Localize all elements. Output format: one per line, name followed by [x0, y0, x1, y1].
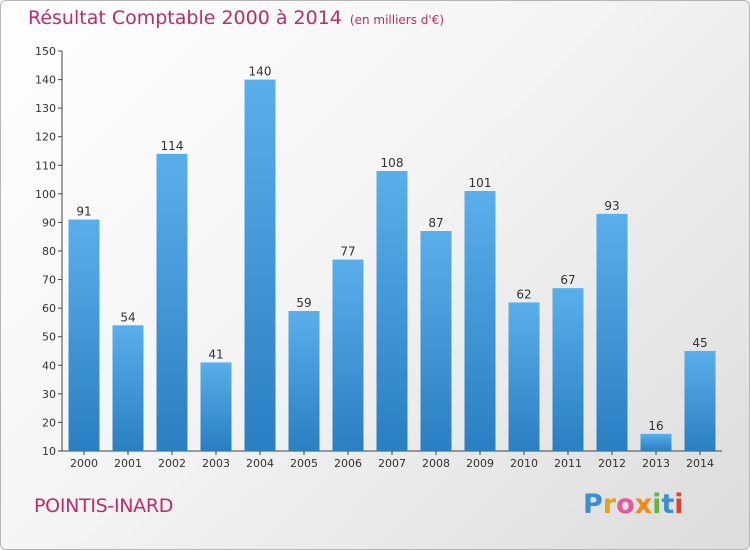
x-tick-label: 2002	[158, 457, 186, 470]
value-label: 93	[604, 199, 619, 213]
value-label: 87	[428, 216, 443, 230]
x-tick-label: 2009	[466, 457, 494, 470]
value-label: 41	[208, 347, 223, 361]
logo-letter: t	[661, 489, 675, 520]
chart-subtitle: (en milliers d'€)	[349, 13, 445, 27]
y-tick-label: 50	[42, 331, 56, 344]
value-label: 91	[76, 205, 91, 219]
bar	[68, 219, 100, 451]
y-tick-label: 70	[42, 274, 56, 287]
y-tick-label: 140	[35, 74, 56, 87]
bar	[156, 153, 188, 451]
x-tick-label: 2013	[642, 457, 670, 470]
bar	[420, 231, 452, 451]
x-tick-label: 2005	[290, 457, 318, 470]
x-tick-label: 2000	[70, 457, 98, 470]
bar	[552, 288, 584, 451]
y-tick-label: 100	[35, 188, 56, 201]
x-tick-label: 2011	[554, 457, 582, 470]
value-label: 67	[560, 273, 575, 287]
y-tick-label: 80	[42, 245, 56, 258]
bar	[640, 433, 672, 451]
value-label: 114	[161, 139, 184, 153]
y-tick-label: 120	[35, 131, 56, 144]
value-label: 62	[516, 287, 531, 301]
y-tick-label: 60	[42, 302, 56, 315]
bar	[376, 171, 408, 451]
bar	[288, 311, 320, 451]
value-label: 77	[340, 245, 355, 259]
bar	[684, 351, 716, 451]
bar	[596, 213, 628, 451]
y-tick-label: 40	[42, 359, 56, 372]
value-label: 54	[120, 310, 135, 324]
bar-layer	[68, 79, 716, 452]
x-tick-label: 2008	[422, 457, 450, 470]
x-tick-label: 2010	[510, 457, 538, 470]
x-tick-label: 2014	[686, 457, 714, 470]
value-label: 59	[296, 296, 311, 310]
x-tick-label: 2001	[114, 457, 142, 470]
value-label: 101	[469, 176, 492, 190]
label-layer: 91 54 114 41 140 59 77 108 87 101 62 67 93 16 45	[76, 65, 707, 433]
y-tick-label: 10	[42, 445, 56, 458]
value-label: 16	[648, 419, 663, 433]
proxiti-logo[interactable]: Proxiti	[583, 489, 684, 520]
value-label: 45	[692, 336, 707, 350]
x-tick-label: 2003	[202, 457, 230, 470]
y-tick-label: 110	[35, 159, 56, 172]
logo-letter: o	[616, 489, 635, 520]
logo-letter: P	[583, 489, 603, 520]
value-label: 108	[381, 156, 404, 170]
y-tick-label: 150	[35, 45, 56, 58]
y-tick-label: 130	[35, 102, 56, 115]
commune-name: POINTIS-INARD	[34, 495, 174, 517]
chart-title: Résultat Comptable 2000 à 2014	[28, 7, 342, 29]
bar	[508, 302, 540, 451]
logo-letter: i	[674, 489, 684, 520]
bar	[464, 191, 496, 451]
x-tick-label: 2012	[598, 457, 626, 470]
x-tick-label: 2007	[378, 457, 406, 470]
logo-letter: r	[602, 489, 617, 520]
logo-letter: i	[652, 489, 662, 520]
y-tick-label: 20	[42, 416, 56, 429]
bar	[200, 362, 232, 451]
bar	[244, 79, 276, 452]
y-tick-label: 90	[42, 216, 56, 229]
x-tick-label: 2004	[246, 457, 274, 470]
chart-title-block: Résultat Comptable 2000 à 2014 (en millie…	[28, 7, 444, 29]
y-tick-label: 30	[42, 388, 56, 401]
value-label: 140	[249, 65, 272, 79]
bar	[112, 325, 144, 451]
x-tick-label: 2006	[334, 457, 362, 470]
logo-letter: x	[634, 489, 653, 520]
bar	[332, 259, 364, 451]
